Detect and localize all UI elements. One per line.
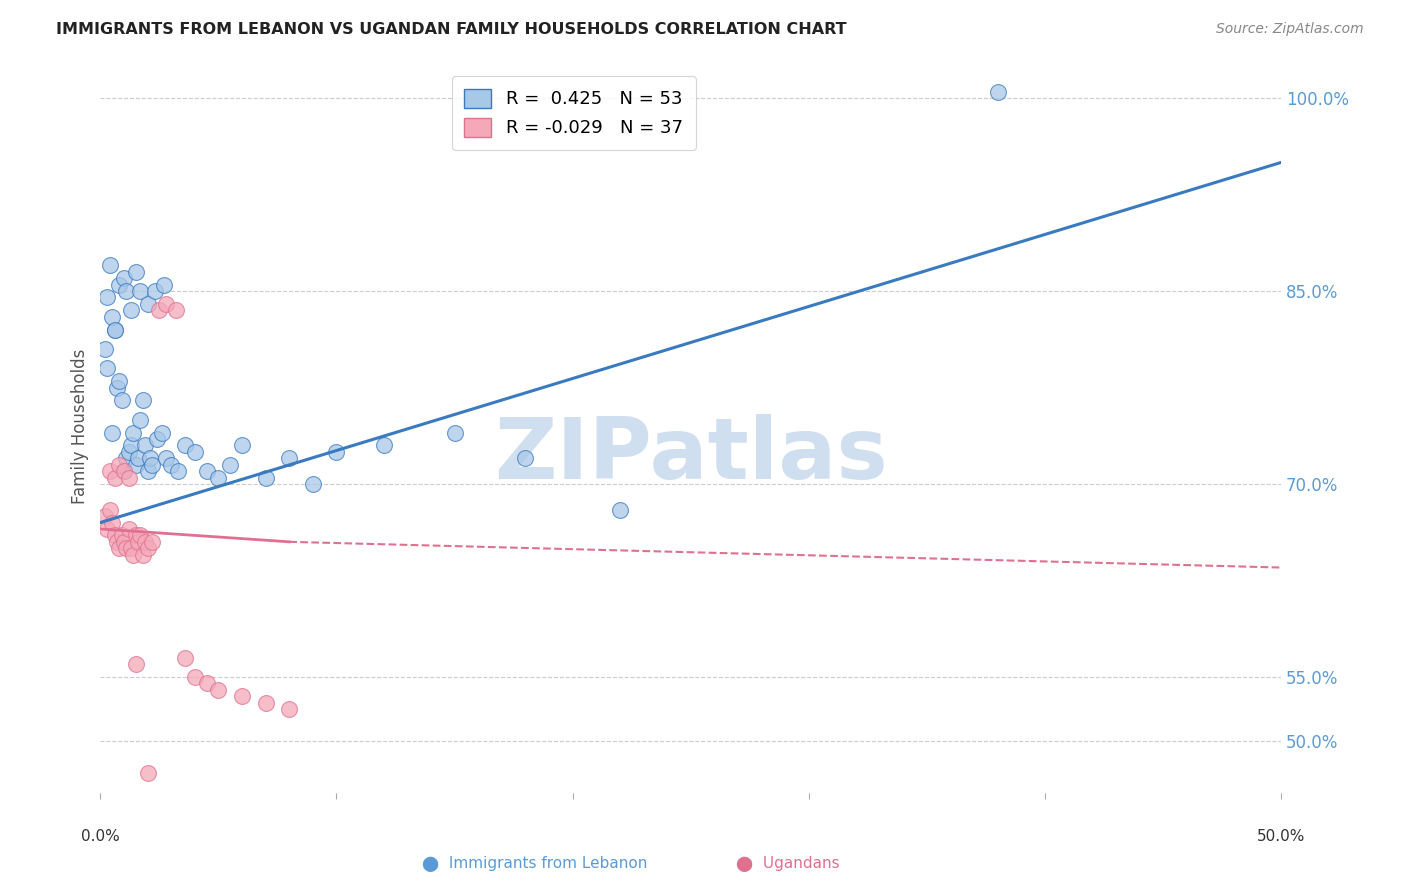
Text: ⬤  Immigrants from Lebanon: ⬤ Immigrants from Lebanon	[422, 856, 647, 872]
Point	[98, 464, 121, 478]
Point	[987, 85, 1010, 99]
Point	[101, 516, 124, 530]
Text: 0.0%: 0.0%	[82, 829, 120, 844]
Point	[174, 438, 197, 452]
Point	[108, 374, 131, 388]
Point	[122, 425, 145, 440]
Point	[141, 534, 163, 549]
Point	[195, 676, 218, 690]
Point	[96, 522, 118, 536]
Text: 50.0%: 50.0%	[1257, 829, 1305, 844]
Point	[110, 393, 132, 408]
Point	[207, 470, 229, 484]
Point	[278, 451, 301, 466]
Point	[278, 702, 301, 716]
Point	[150, 425, 173, 440]
Point	[105, 380, 128, 394]
Point	[101, 425, 124, 440]
Point	[134, 438, 156, 452]
Point	[155, 451, 177, 466]
Point	[112, 271, 135, 285]
Point	[112, 534, 135, 549]
Point	[96, 361, 118, 376]
Point	[112, 464, 135, 478]
Point	[153, 277, 176, 292]
Point	[373, 438, 395, 452]
Point	[125, 657, 148, 671]
Point	[155, 297, 177, 311]
Point	[325, 445, 347, 459]
Point	[146, 432, 169, 446]
Point	[108, 541, 131, 556]
Point	[184, 445, 207, 459]
Y-axis label: Family Households: Family Households	[72, 349, 89, 504]
Point	[129, 284, 152, 298]
Point	[103, 323, 125, 337]
Point	[120, 541, 142, 556]
Point	[231, 438, 253, 452]
Point	[115, 284, 138, 298]
Point	[515, 451, 537, 466]
Point	[103, 470, 125, 484]
Point	[125, 265, 148, 279]
Point	[98, 258, 121, 272]
Point	[120, 303, 142, 318]
Point	[118, 445, 141, 459]
Point	[165, 303, 187, 318]
Point	[207, 682, 229, 697]
Point	[115, 541, 138, 556]
Point	[94, 509, 117, 524]
Point	[125, 458, 148, 472]
Point	[127, 534, 149, 549]
Point	[96, 291, 118, 305]
Point	[167, 464, 190, 478]
Point	[132, 548, 155, 562]
Point	[174, 650, 197, 665]
Point	[143, 284, 166, 298]
Point	[129, 528, 152, 542]
Point	[127, 451, 149, 466]
Point	[112, 464, 135, 478]
Point	[120, 438, 142, 452]
Point	[129, 412, 152, 426]
Point	[231, 689, 253, 703]
Point	[132, 393, 155, 408]
Point	[108, 277, 131, 292]
Point	[136, 766, 159, 780]
Point	[136, 541, 159, 556]
Point	[122, 548, 145, 562]
Point	[148, 303, 170, 318]
Point	[141, 458, 163, 472]
Text: ⬤  Ugandans: ⬤ Ugandans	[735, 856, 839, 872]
Point	[254, 470, 277, 484]
Point	[118, 522, 141, 536]
Point	[219, 458, 242, 472]
Point	[160, 458, 183, 472]
Text: IMMIGRANTS FROM LEBANON VS UGANDAN FAMILY HOUSEHOLDS CORRELATION CHART: IMMIGRANTS FROM LEBANON VS UGANDAN FAMIL…	[56, 22, 846, 37]
Point	[136, 464, 159, 478]
Point	[110, 528, 132, 542]
Point	[443, 425, 465, 440]
Point	[195, 464, 218, 478]
Point	[101, 310, 124, 324]
Text: ZIPatlas: ZIPatlas	[494, 414, 887, 497]
Point	[118, 470, 141, 484]
Point	[103, 323, 125, 337]
Point	[125, 528, 148, 542]
Point	[94, 342, 117, 356]
Point	[134, 534, 156, 549]
Point	[139, 451, 162, 466]
Point	[609, 502, 631, 516]
Point	[115, 451, 138, 466]
Point	[98, 502, 121, 516]
Point	[184, 670, 207, 684]
Point	[254, 696, 277, 710]
Point	[136, 297, 159, 311]
Text: Source: ZipAtlas.com: Source: ZipAtlas.com	[1216, 22, 1364, 37]
Point	[108, 458, 131, 472]
Point	[105, 534, 128, 549]
Point	[103, 528, 125, 542]
Point	[302, 477, 325, 491]
Legend: R =  0.425   N = 53, R = -0.029   N = 37: R = 0.425 N = 53, R = -0.029 N = 37	[451, 76, 696, 150]
